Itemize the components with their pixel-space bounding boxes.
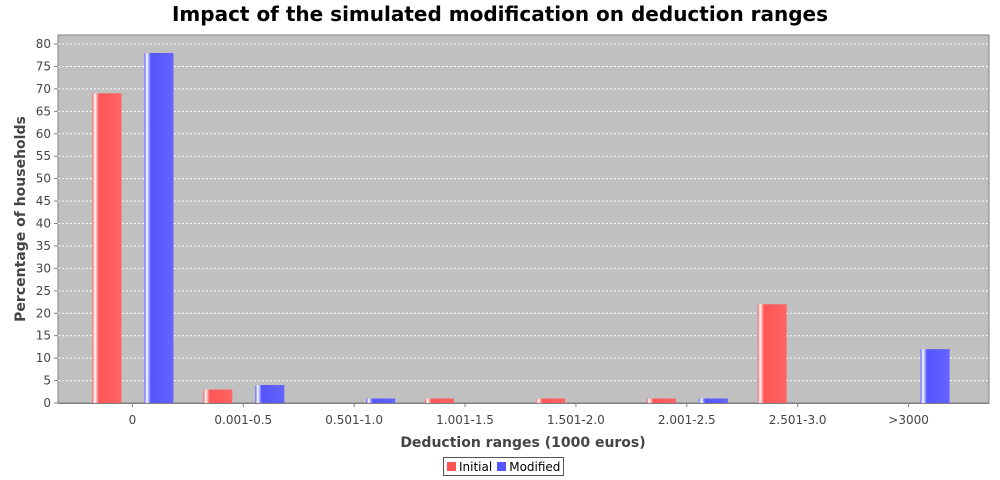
y-tick-label: 50 (36, 172, 51, 186)
y-tick-label: 45 (36, 194, 51, 208)
plot-background (57, 34, 990, 404)
y-tick-label: 60 (36, 127, 51, 141)
legend-label-initial: Initial (459, 459, 493, 474)
bar-initial-5 (646, 398, 676, 403)
bar-initial-6 (757, 304, 787, 403)
y-tick-label: 15 (36, 329, 51, 343)
x-tick-label: 2.001-2.5 (658, 413, 716, 427)
bar-initial-0 (92, 93, 122, 404)
bar-modified-1 (255, 385, 285, 403)
x-tick-label: 1.001-1.5 (436, 413, 494, 427)
bar-modified-0 (144, 52, 174, 403)
y-axis-label: Percentage of households (13, 116, 29, 322)
y-tick-label: 40 (36, 217, 51, 231)
legend-swatch-modified (497, 462, 507, 471)
legend-swatch-initial (447, 462, 456, 471)
bar-initial-1 (203, 389, 233, 403)
bar-initial-4 (535, 398, 565, 403)
x-tick-label: 0.001-0.5 (214, 413, 272, 427)
y-tick-label: 35 (36, 239, 51, 253)
y-tick-label: 5 (43, 374, 51, 388)
y-tick-label: 65 (36, 104, 51, 118)
x-tick-label: 0 (129, 413, 137, 427)
bar-modified-7 (920, 349, 950, 403)
y-tick-label: 10 (36, 351, 51, 365)
chart-title: Impact of the simulated modification on … (171, 2, 829, 26)
x-tick-label: 1.501-2.0 (547, 413, 605, 427)
bar-initial-3 (425, 398, 455, 403)
legend-label-modified: Modified (509, 459, 561, 474)
y-tick-label: 55 (36, 149, 51, 163)
legend-item-modified: Modified (497, 460, 560, 474)
x-tick-label: 0.501-1.0 (325, 413, 383, 427)
y-tick-label: 70 (36, 82, 51, 96)
x-tick-label: >3000 (888, 413, 929, 427)
y-tick-label: 25 (36, 284, 51, 298)
legend: Initial Modified (443, 457, 565, 476)
y-tick-label: 20 (36, 306, 51, 320)
bar-modified-5 (698, 398, 728, 403)
y-tick-label: 30 (36, 261, 51, 275)
y-tick-label: 0 (43, 396, 51, 410)
x-axis-label: Deduction ranges (1000 euros) (400, 435, 645, 451)
y-tick-label: 80 (36, 37, 51, 51)
y-tick-label: 75 (36, 59, 51, 73)
x-tick-label: 2.501-3.0 (769, 413, 827, 427)
bar-modified-2 (366, 398, 396, 403)
legend-item-initial: Initial (447, 460, 492, 474)
